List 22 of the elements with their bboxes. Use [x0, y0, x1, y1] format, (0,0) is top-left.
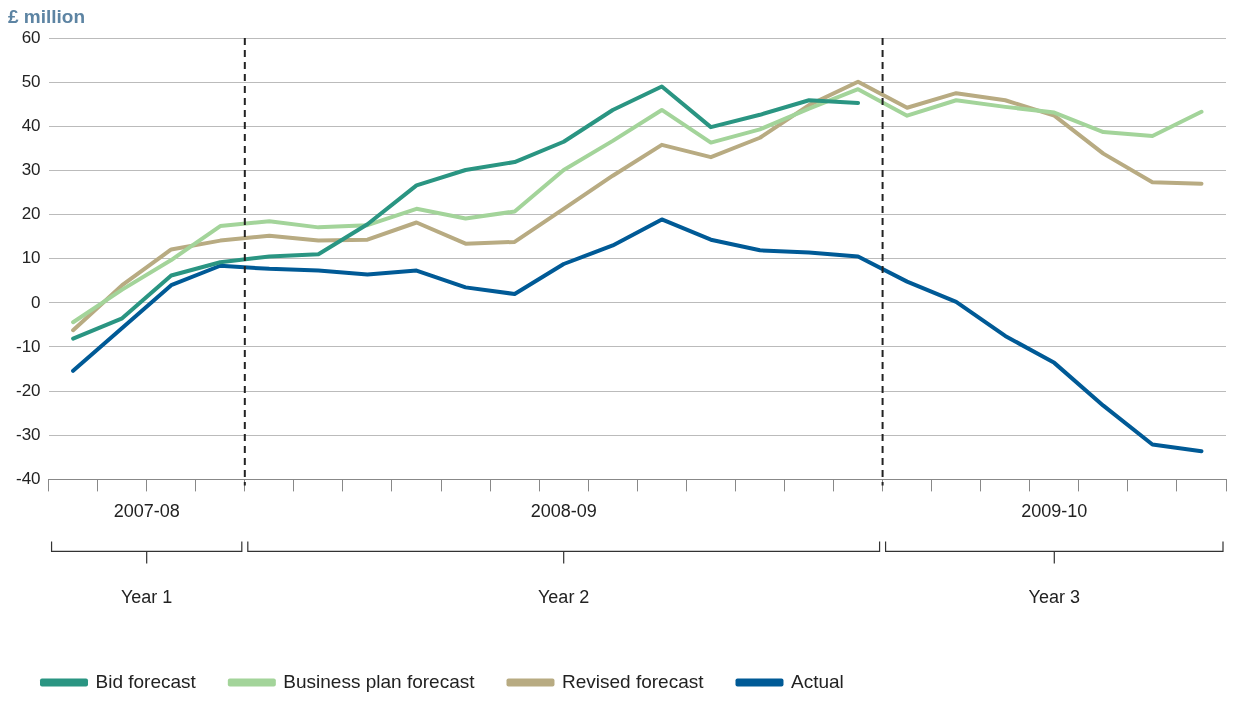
text: Year 3: [1028, 587, 1080, 608]
y-tick-label: -40: [15, 469, 41, 489]
y-tick-label: 60: [21, 27, 41, 47]
legend-label: Revised forecast: [561, 670, 705, 692]
y-tick-label: 50: [21, 71, 41, 91]
legend-label: Actual: [790, 670, 844, 692]
y-tick-label: 20: [21, 204, 41, 224]
y-axis-title: £ million: [8, 6, 86, 28]
text: 2007-08: [113, 501, 180, 522]
y-tick-label: -20: [15, 380, 41, 400]
text: 2009-10: [1021, 501, 1088, 522]
text: Year 1: [120, 587, 173, 608]
text: Year 2: [538, 587, 590, 608]
y-tick-label: -10: [15, 336, 41, 356]
y-tick-label: 40: [21, 115, 41, 135]
text: 2008-09: [530, 501, 597, 522]
y-tick-label: 30: [21, 160, 41, 180]
legend-label: Bid forecast: [95, 670, 197, 692]
y-tick-label: -30: [15, 424, 41, 444]
y-tick-label: 10: [21, 248, 41, 268]
legend-label: Business plan forecast: [283, 670, 476, 692]
y-tick-label: 0: [31, 292, 41, 312]
